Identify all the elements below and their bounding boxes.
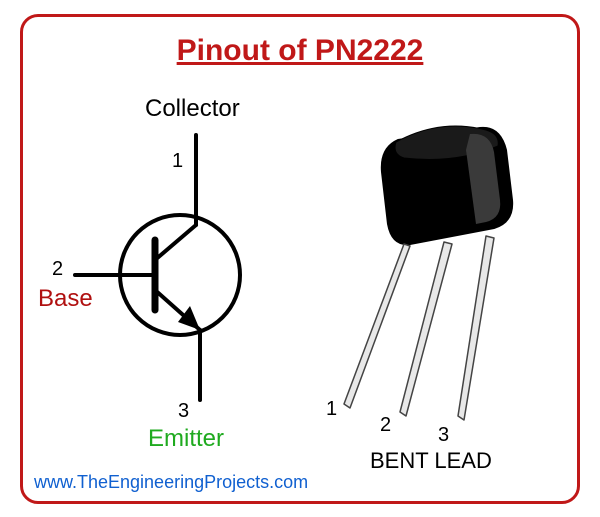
diagram-svg [0,0,600,517]
footer-url: www.TheEngineeringProjects.com [34,472,308,493]
base-name: Base [38,285,93,313]
emitter-name: Emitter [148,425,224,453]
pkg-bent-label: BENT LEAD [370,448,492,474]
base-num: 2 [52,258,63,281]
collector-name: Collector [145,95,240,123]
pkg-pin3: 3 [438,424,449,447]
collector-num: 1 [172,150,183,173]
emitter-num: 3 [178,400,189,423]
pkg-pin1: 1 [326,398,337,421]
pkg-pin2: 2 [380,414,391,437]
